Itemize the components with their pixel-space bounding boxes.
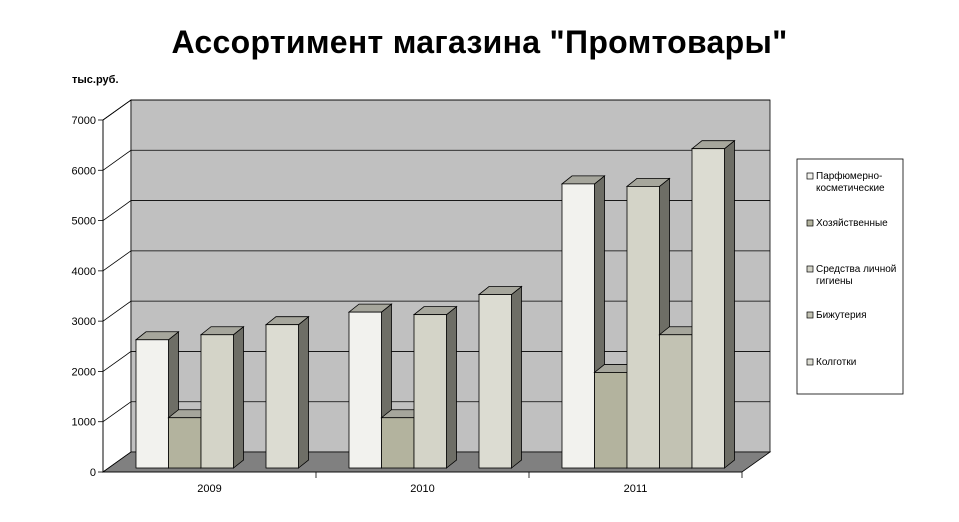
bar-front (265, 324, 299, 469)
side-wall (102, 99, 132, 473)
legend-entry: Парфюмерно-косметические (816, 170, 885, 194)
chart-title: Ассортимент магазина "Промтовары" (171, 24, 788, 60)
y-tick-label: 7000 (72, 115, 96, 127)
bar-front (691, 148, 725, 469)
tick-labels: 0 1000 2000 3000 4000 5000 6000 7000 тыс.руб. 200… (72, 74, 648, 495)
legend-entry: Бижутерия (816, 310, 867, 321)
bar-side (446, 305, 457, 469)
bar-side (298, 315, 309, 469)
y-tick-label: 6000 (72, 165, 96, 177)
gridline (102, 99, 770, 121)
gridline (102, 351, 770, 372)
bar (264, 315, 310, 469)
bar-front (561, 183, 595, 469)
bar-front (348, 311, 382, 469)
legend-box (796, 158, 904, 395)
bar (412, 305, 458, 469)
bar-side (724, 139, 735, 469)
y-tick-label: 4000 (72, 266, 96, 278)
bar-front (659, 334, 693, 469)
legend-swatch (806, 219, 814, 227)
gridlines (102, 99, 770, 423)
gridline (102, 149, 770, 171)
legend-swatch (806, 311, 814, 319)
bar (560, 175, 606, 469)
gridline (102, 300, 770, 322)
bar-front (200, 334, 234, 469)
y-tick-label: 5000 (72, 216, 96, 228)
bar (134, 330, 180, 469)
bar-front (478, 294, 512, 469)
x-tick-label: 2011 (624, 483, 648, 495)
bar (199, 325, 245, 469)
axes (98, 119, 743, 478)
y-tick-label: 0 (90, 467, 96, 479)
bar-side (233, 325, 244, 469)
legend-swatch (806, 265, 814, 273)
x-tick-label: 2009 (197, 483, 221, 495)
y-tick-label: 3000 (72, 316, 96, 328)
gridline (102, 200, 770, 221)
legend-entry: Средства личной гигиены (816, 264, 896, 287)
legend-entry: Колготки (816, 357, 856, 368)
bars (134, 139, 736, 469)
bar-front (413, 314, 447, 469)
y-tick-label: 1000 (72, 417, 96, 429)
bar-front (594, 372, 628, 469)
legend-swatch (806, 358, 814, 366)
legend: Парфюмерно-косметические Хозяйственные Сре… (796, 158, 904, 395)
bar (625, 177, 671, 469)
bar-front (168, 417, 202, 469)
legend-swatch (806, 172, 814, 180)
bar (690, 139, 736, 469)
gridline (102, 401, 770, 423)
bar (477, 285, 523, 469)
legend-entry: Хозяйственные (816, 218, 888, 229)
gridline (102, 250, 770, 272)
bar-front (135, 339, 169, 469)
bar-side (511, 285, 522, 469)
bar-front (381, 417, 415, 469)
y-tick-label: 2000 (72, 366, 96, 378)
x-tick-label: 2010 (410, 483, 434, 495)
bar-front (626, 185, 660, 469)
y-axis-label: тыс.руб. (72, 74, 119, 86)
